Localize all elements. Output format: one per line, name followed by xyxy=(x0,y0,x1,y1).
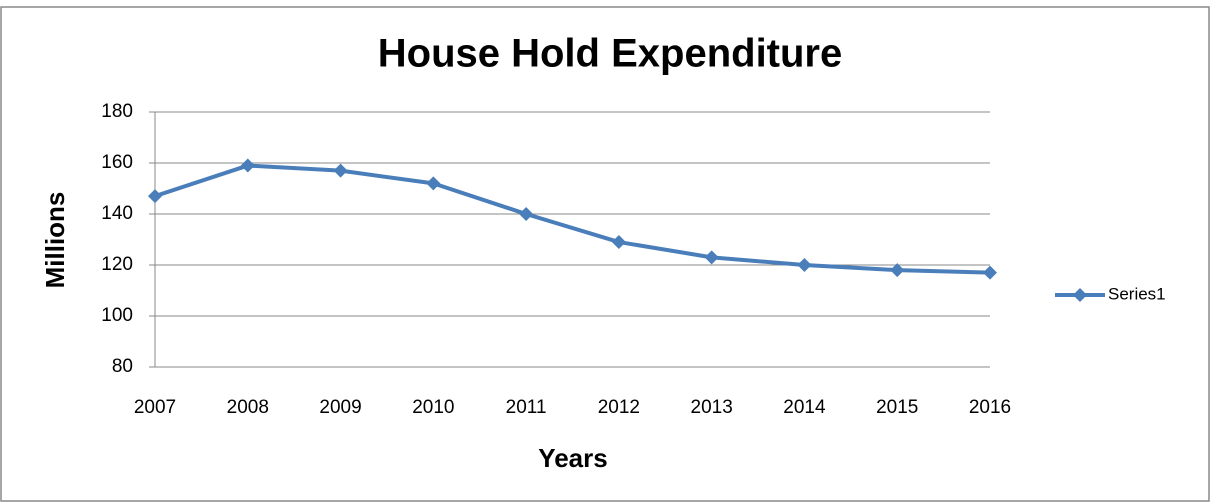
y-axis-title: Millions xyxy=(40,192,70,289)
x-tick-label: 2013 xyxy=(691,397,733,418)
x-tick-label: 2008 xyxy=(227,397,269,418)
x-tick-label: 2012 xyxy=(598,397,640,418)
y-tick-label: 100 xyxy=(101,305,133,326)
y-tick-label: 160 xyxy=(101,152,133,173)
data-point xyxy=(704,250,719,265)
legend-label: Series1 xyxy=(1108,284,1166,303)
y-tick-label: 120 xyxy=(101,254,133,275)
y-tick-label: 80 xyxy=(112,356,133,377)
data-point xyxy=(983,265,997,280)
chart-frame xyxy=(0,6,1210,502)
data-point xyxy=(240,158,255,173)
x-tick-label: 2011 xyxy=(506,397,547,418)
x-tick-label: 2014 xyxy=(783,397,826,418)
series-line xyxy=(154,163,991,275)
y-tick-label: 180 xyxy=(101,101,133,122)
data-point xyxy=(333,163,348,178)
data-point xyxy=(797,258,812,272)
x-tick-label: 2015 xyxy=(876,397,918,418)
data-point xyxy=(426,176,441,191)
data-point xyxy=(519,207,534,221)
x-tick-label: 2016 xyxy=(969,397,1011,418)
chart-title: House Hold Expenditure xyxy=(378,32,843,76)
data-point xyxy=(611,235,626,250)
legend-marker xyxy=(1073,288,1087,302)
x-tick-label: 2010 xyxy=(412,397,454,418)
data-point xyxy=(890,263,905,278)
x-axis-title: Years xyxy=(538,443,607,473)
x-tick-label: 2007 xyxy=(134,397,176,418)
data-point xyxy=(148,189,162,204)
y-tick-label: 140 xyxy=(101,203,133,224)
x-tick-label: 2009 xyxy=(319,397,361,418)
